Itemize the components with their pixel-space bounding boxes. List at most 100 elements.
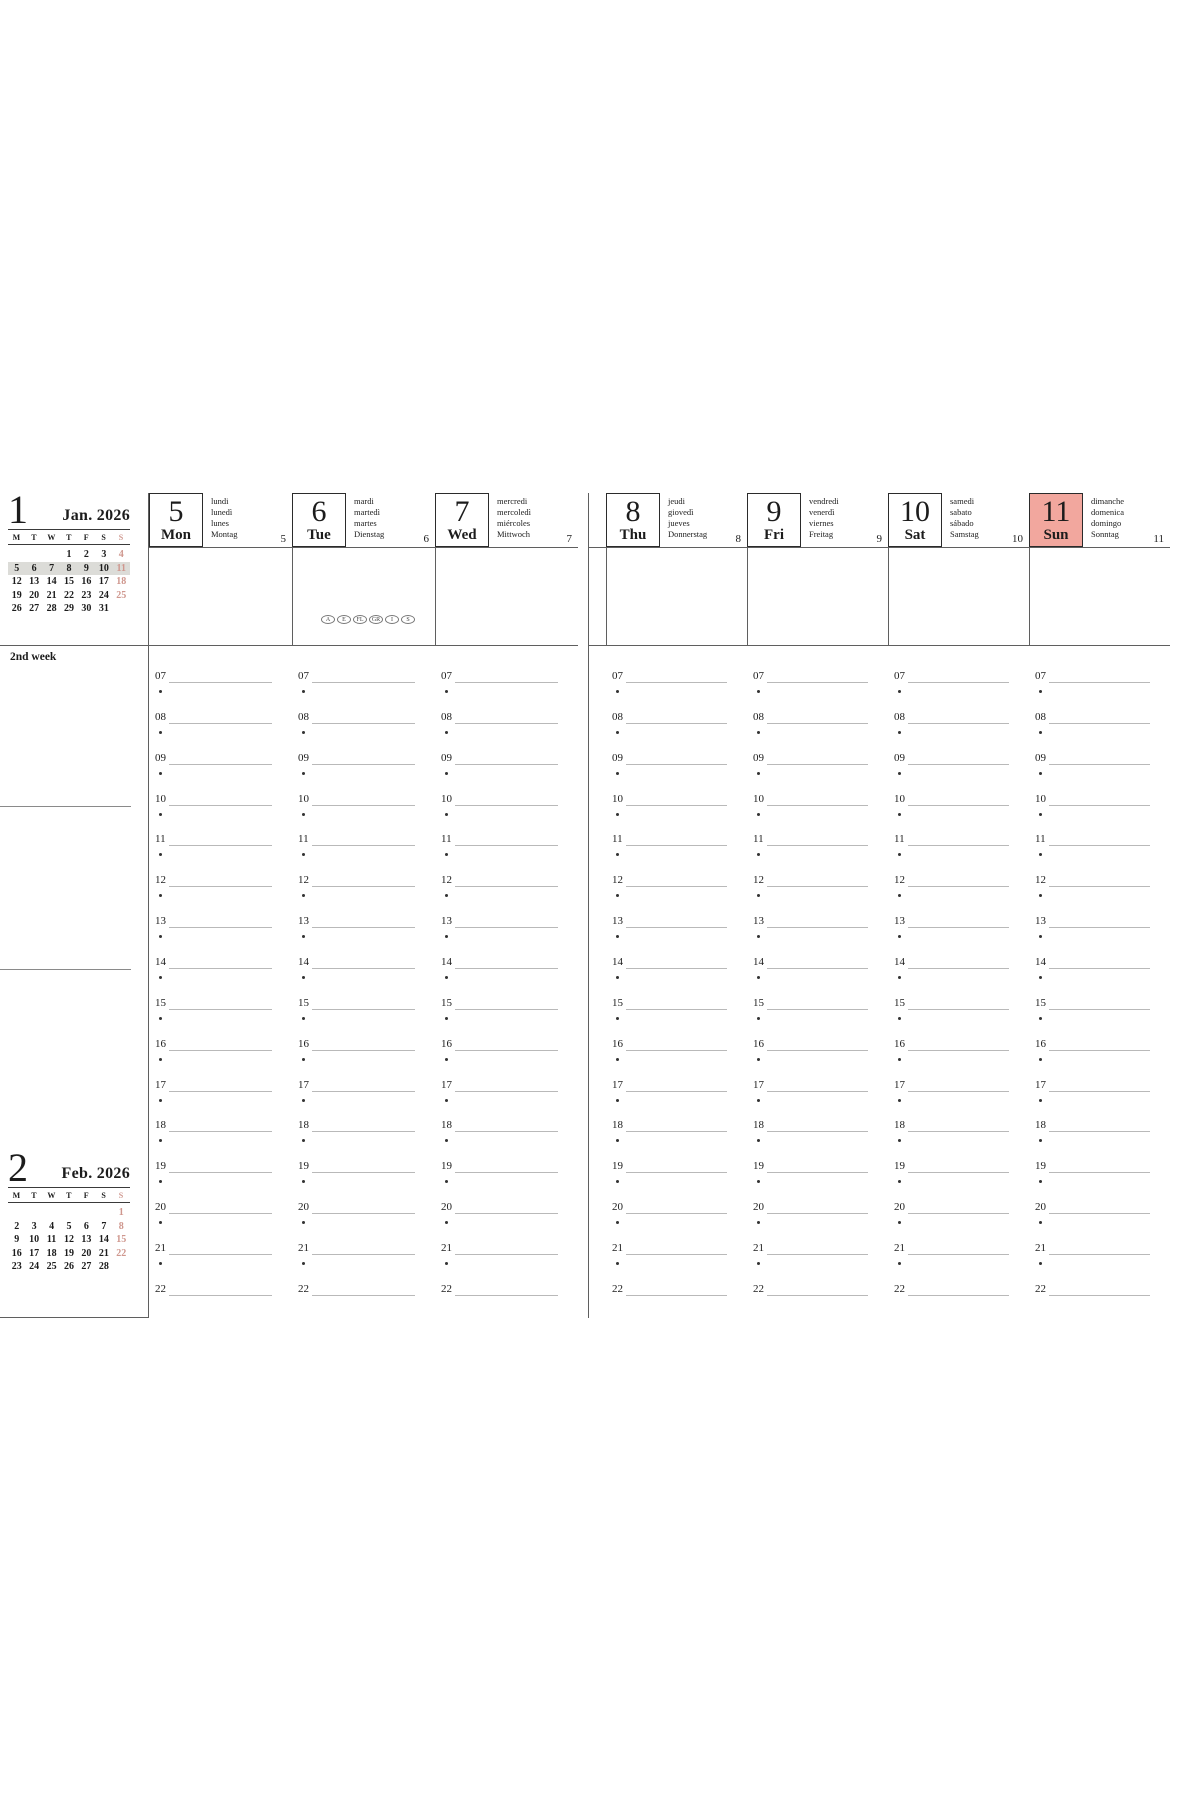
minical-weekday: F: [83, 1191, 90, 1200]
day-number-box: 8 Thu: [606, 493, 660, 547]
hour-rule-line: [168, 842, 272, 847]
hour-label: 20: [1035, 1201, 1046, 1214]
minical-week-row: 16 17 18 19 20 21 22: [8, 1247, 130, 1261]
column-divider-fri: [747, 547, 748, 645]
hour-rule-line: [455, 802, 558, 806]
hour-slot: 17: [747, 1079, 888, 1120]
hour-rule-line: [908, 883, 1009, 888]
hour-label: 22: [894, 1282, 905, 1295]
hour-slot: 12: [435, 874, 578, 915]
minical-day: 19: [63, 1247, 74, 1259]
hour-slot: 18: [149, 1119, 292, 1160]
hour-rule-line: [455, 965, 558, 970]
hour-slot: 18: [1029, 1119, 1170, 1160]
day-header: 8 Thu jeudi giovedì jueves Donnerstag 8: [606, 493, 747, 547]
day-name-translation: mercoledì: [497, 507, 531, 517]
hour-slot: 17: [435, 1079, 578, 1120]
hour-row: 09: [888, 752, 1029, 765]
hour-rule-line: [169, 1128, 272, 1133]
day-header: 7 Wed mercredi mercoledì miércoles Mittwoch…: [435, 493, 578, 547]
half-hour-dot: [159, 935, 162, 939]
day-number: 7: [454, 495, 470, 528]
minical-day: 20: [29, 589, 40, 601]
half-hour-dot: [1039, 730, 1042, 734]
hour-label: 17: [298, 1078, 309, 1091]
hour-rule-line: [169, 1169, 272, 1174]
minical-grid: 1 2 3 4 5 6 7 8 9 10 11 12 13 14 15 16 17 18 19 20 21 22 23 24 2…: [8, 1203, 130, 1274]
hour-label: 11: [155, 833, 166, 846]
minical-february: 2 Feb. 2026 M T W T F S S 1 2 3 4 5 6 7 8 9 10 11 12 13 14 15 16…: [8, 1148, 130, 1274]
hour-slot: 20: [1029, 1201, 1170, 1242]
hour-rule-line: [455, 720, 558, 724]
hour-label: 16: [753, 1037, 764, 1050]
hour-rule-line: [455, 1292, 558, 1296]
hour-rule-line: [169, 1292, 272, 1296]
hour-label: 12: [612, 874, 623, 887]
hour-label: 12: [1035, 874, 1046, 887]
hour-label: 18: [441, 1119, 452, 1132]
hour-slot: 10: [1029, 793, 1170, 834]
day-name-translations: samedi sabato sábado Samstag: [950, 496, 979, 540]
hour-rule-line: [1049, 679, 1150, 683]
day-number: 10: [900, 495, 930, 528]
day-header: 6 Tue mardi martedì martes Dienstag 6: [292, 493, 435, 547]
hour-rule-line: [766, 842, 868, 847]
hour-label: 16: [612, 1037, 623, 1050]
half-hour-dot: [898, 730, 901, 734]
hour-rule-line: [626, 761, 727, 765]
hour-rule-line: [908, 1088, 1009, 1092]
hour-rule-line: [767, 679, 868, 683]
hour-row: 20: [292, 1201, 435, 1215]
hour-label: 14: [894, 956, 905, 969]
hour-rule-line: [908, 1128, 1009, 1133]
hour-label: 18: [1035, 1119, 1046, 1132]
half-hour-dot: [159, 812, 162, 816]
hour-row: 21: [149, 1242, 292, 1256]
minical-day: 24: [29, 1261, 40, 1273]
half-hour-dot: [1039, 690, 1042, 693]
minical-day: 14: [46, 576, 57, 588]
hour-rule-line: [312, 1251, 415, 1256]
hour-slot: 21: [1029, 1242, 1170, 1283]
hour-rule-line: [312, 883, 415, 888]
half-hour-dot: [757, 1262, 760, 1266]
hour-rule-line: [169, 965, 272, 970]
hour-slot: 21: [149, 1242, 292, 1283]
hour-rule-line: [626, 720, 727, 724]
hour-row: 17: [149, 1079, 292, 1092]
hour-label: 14: [155, 956, 166, 969]
hour-rule-line: [767, 1169, 868, 1174]
day-abbreviation: Wed: [447, 527, 477, 543]
half-hour-dot: [159, 1016, 162, 1020]
half-hour-dot: [757, 690, 760, 693]
half-hour-dot: [898, 935, 901, 939]
minical-day: 16: [81, 576, 92, 588]
hour-label: 09: [612, 751, 623, 764]
hour-slot: 14: [435, 956, 578, 997]
hour-slot: 13: [888, 915, 1029, 956]
hour-row: 12: [747, 874, 888, 888]
hour-row: 07: [606, 670, 747, 683]
hour-row: 09: [435, 752, 578, 765]
hour-label: 15: [1035, 996, 1046, 1009]
hour-row: 22: [606, 1283, 747, 1296]
hour-label: 20: [155, 1201, 166, 1214]
hour-label: 09: [441, 751, 452, 764]
hour-row: 22: [435, 1283, 578, 1296]
hour-row: 21: [1029, 1242, 1170, 1256]
half-hour-dot: [616, 976, 619, 980]
hour-row: 19: [292, 1160, 435, 1174]
minical-day: 23: [81, 589, 92, 601]
hour-row: 11: [435, 833, 578, 847]
hour-row: 11: [1029, 833, 1170, 847]
hour-label: 16: [894, 1037, 905, 1050]
minical-day: 15: [63, 576, 74, 588]
day-column-wed: 7 Wed mercredi mercoledì miércoles Mittwoch…: [435, 493, 578, 1333]
minical-day: 11: [116, 562, 126, 574]
hour-slot: 13: [149, 915, 292, 956]
hour-row: 12: [1029, 874, 1170, 888]
hour-slot: 09: [292, 752, 435, 793]
hour-slot: 07: [149, 670, 292, 711]
hour-slot: 22: [1029, 1283, 1170, 1324]
week-number-label: 2nd week: [10, 651, 57, 663]
